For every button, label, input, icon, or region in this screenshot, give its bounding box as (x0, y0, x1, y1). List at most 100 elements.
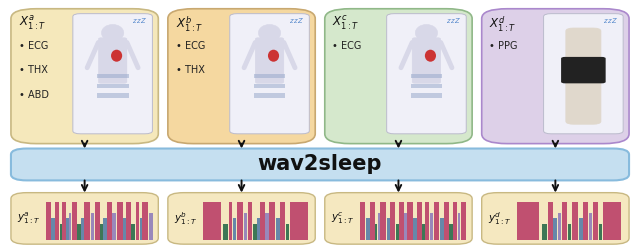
FancyBboxPatch shape (255, 38, 284, 83)
Ellipse shape (268, 50, 279, 62)
Bar (583, 202, 588, 240)
Bar (579, 218, 582, 240)
Bar (404, 213, 407, 240)
Bar (62, 202, 66, 240)
Bar (461, 202, 467, 240)
Bar (69, 213, 72, 240)
Bar (142, 202, 148, 240)
FancyBboxPatch shape (230, 14, 309, 134)
Bar (223, 224, 228, 240)
Text: wav2sleep: wav2sleep (258, 155, 382, 174)
Bar (276, 218, 280, 240)
FancyBboxPatch shape (482, 9, 629, 144)
Text: $\mathit{X}_{1:T}^{a}$: $\mathit{X}_{1:T}^{a}$ (19, 15, 46, 32)
Bar (131, 224, 135, 240)
Bar (603, 202, 621, 240)
Bar (60, 224, 62, 240)
Bar (72, 202, 77, 240)
Bar (425, 202, 429, 240)
Bar (380, 202, 386, 240)
Bar (458, 213, 460, 240)
Bar (434, 202, 440, 240)
Ellipse shape (415, 25, 438, 41)
Text: $\mathit{X}_{1:T}^{c}$: $\mathit{X}_{1:T}^{c}$ (332, 15, 360, 32)
Bar (97, 74, 129, 78)
Bar (228, 202, 232, 240)
Text: $y_{1:T}^{d}$: $y_{1:T}^{d}$ (488, 210, 511, 227)
Bar (589, 213, 593, 240)
Bar (46, 202, 51, 240)
Text: $\mathit{X}_{1:T}^{b}$: $\mathit{X}_{1:T}^{b}$ (175, 15, 203, 34)
Bar (257, 218, 260, 240)
FancyBboxPatch shape (11, 9, 158, 144)
Bar (572, 202, 578, 240)
Bar (149, 213, 153, 240)
FancyBboxPatch shape (566, 28, 601, 124)
FancyBboxPatch shape (412, 38, 441, 83)
Bar (285, 224, 289, 240)
Bar (410, 93, 442, 98)
Bar (51, 218, 55, 240)
Text: $y_{1:T}^{b}$: $y_{1:T}^{b}$ (174, 210, 198, 227)
Bar (91, 213, 94, 240)
FancyBboxPatch shape (99, 38, 127, 83)
Bar (67, 218, 68, 240)
Bar (554, 218, 557, 240)
Bar (387, 218, 390, 240)
Text: $y_{1:T}^{c}$: $y_{1:T}^{c}$ (331, 211, 355, 226)
Text: $^z$$^z$$^Z$: $^z$$^z$$^Z$ (289, 19, 304, 29)
Ellipse shape (259, 25, 281, 41)
Bar (598, 224, 602, 240)
Bar (237, 202, 243, 240)
Text: $^z$$^z$$^Z$: $^z$$^z$$^Z$ (132, 19, 147, 29)
Bar (390, 202, 395, 240)
Bar (557, 213, 561, 240)
Bar (253, 93, 285, 98)
Text: $y_{1:T}^{a}$: $y_{1:T}^{a}$ (17, 211, 40, 226)
Bar (140, 218, 142, 240)
Bar (410, 84, 442, 88)
Text: • PPG: • PPG (490, 41, 518, 51)
Text: $^z$$^z$$^Z$: $^z$$^z$$^Z$ (604, 19, 618, 29)
Ellipse shape (102, 25, 124, 41)
FancyBboxPatch shape (11, 193, 158, 244)
Bar (253, 84, 285, 88)
Bar (266, 213, 269, 240)
Bar (440, 218, 444, 240)
Bar (103, 218, 107, 240)
Ellipse shape (425, 50, 436, 62)
Bar (248, 202, 252, 240)
FancyBboxPatch shape (561, 57, 605, 83)
Text: $^z$$^z$$^Z$: $^z$$^z$$^Z$ (446, 19, 461, 29)
Ellipse shape (111, 50, 122, 62)
Bar (124, 218, 125, 240)
Bar (113, 213, 116, 240)
Bar (370, 202, 374, 240)
Bar (410, 74, 442, 78)
Bar (548, 202, 553, 240)
Bar (97, 84, 129, 88)
Bar (253, 224, 257, 240)
Bar (95, 202, 100, 240)
Bar (562, 202, 567, 240)
Bar (260, 202, 265, 240)
Bar (126, 202, 131, 240)
Bar (378, 213, 380, 240)
Text: • THX: • THX (19, 65, 47, 75)
Bar (56, 202, 59, 240)
Text: $\mathit{X}_{1:T}^{d}$: $\mathit{X}_{1:T}^{d}$ (490, 15, 516, 34)
Text: • ECG: • ECG (175, 41, 205, 51)
Bar (568, 224, 572, 240)
Bar (444, 202, 449, 240)
Bar (81, 218, 84, 240)
Bar (77, 224, 81, 240)
Bar (417, 202, 422, 240)
Bar (253, 74, 285, 78)
Bar (97, 93, 129, 98)
Bar (430, 213, 433, 240)
FancyBboxPatch shape (73, 14, 152, 134)
FancyBboxPatch shape (168, 9, 316, 144)
Bar (516, 202, 539, 240)
Bar (593, 202, 598, 240)
Bar (449, 224, 452, 240)
